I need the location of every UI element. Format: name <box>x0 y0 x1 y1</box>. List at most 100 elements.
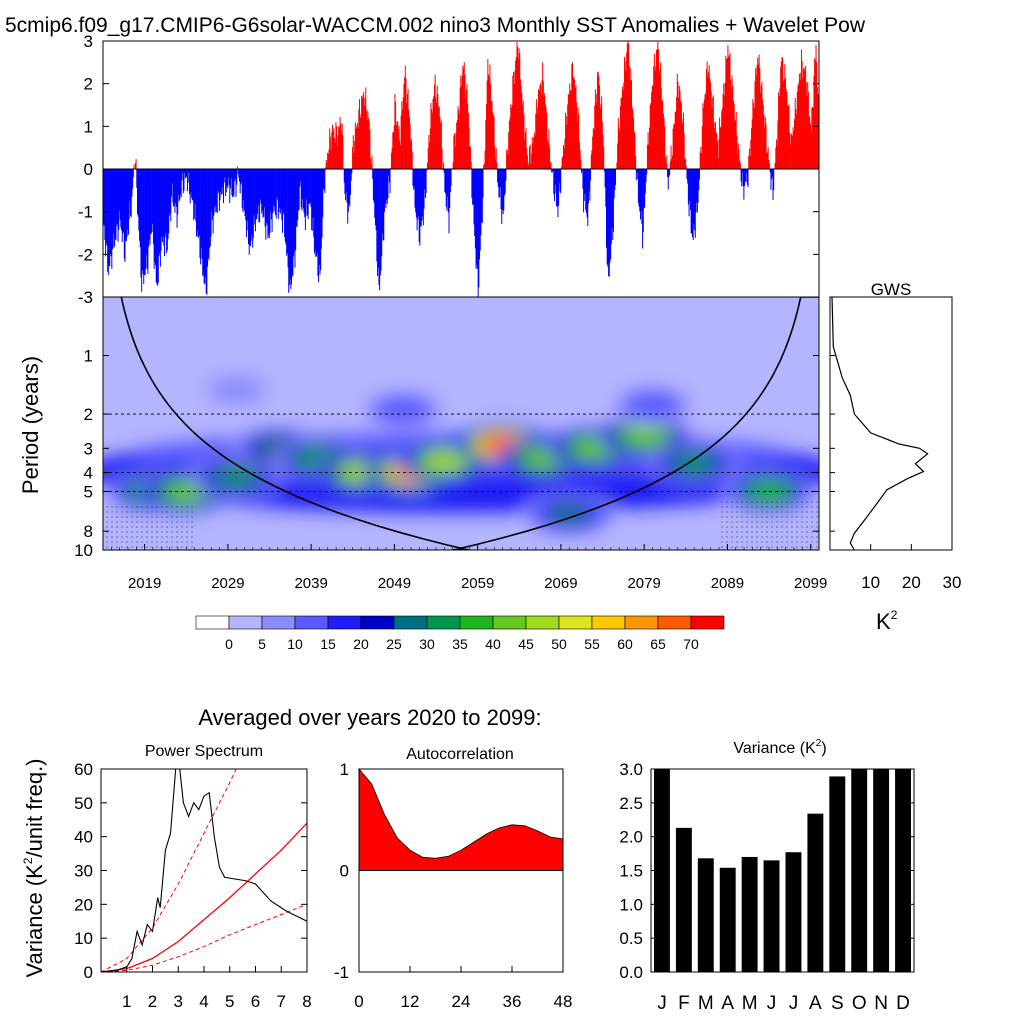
anomaly-bar <box>301 169 303 211</box>
anomaly-bar <box>406 93 408 169</box>
year-tick-label: 2029 <box>211 575 244 592</box>
anomaly-bar <box>583 169 585 201</box>
anomaly-bar <box>300 169 302 208</box>
anomaly-bar <box>119 169 121 220</box>
gws-panel: GWS 10 20 30 K2 <box>829 280 961 634</box>
anomaly-bar <box>586 169 588 218</box>
anomaly-bar <box>551 169 553 173</box>
anomaly-bar <box>558 169 560 183</box>
anomaly-bar <box>306 169 308 216</box>
anomaly-bar <box>137 169 139 217</box>
anomaly-bar <box>717 158 719 169</box>
anomaly-bar <box>658 73 660 169</box>
anomaly-bar <box>584 169 586 194</box>
anomaly-bar <box>400 115 402 169</box>
anomaly-bar <box>787 105 789 169</box>
anomaly-bar <box>379 169 381 276</box>
anomaly-bar <box>201 169 203 259</box>
anomaly-bar <box>596 93 598 169</box>
anomaly-bar <box>490 100 492 169</box>
variance-bar <box>719 867 736 972</box>
anomaly-bar <box>214 169 216 213</box>
anomaly-bar <box>690 169 692 234</box>
anomaly-bar <box>463 68 465 169</box>
anomaly-bar <box>251 169 253 235</box>
anomaly-bar <box>412 169 414 186</box>
colorbar-label: 60 <box>617 636 633 652</box>
anomaly-bar <box>233 169 235 198</box>
anomaly-bar <box>485 104 487 169</box>
subtitle: Averaged over years 2020 to 2099: <box>198 705 541 730</box>
anomaly-bar <box>131 169 133 197</box>
colorbar-swatch <box>459 615 494 630</box>
anomaly-bar <box>421 169 423 221</box>
anomaly-bar <box>440 120 442 169</box>
anomaly-bar <box>589 169 591 201</box>
anomaly-bar <box>375 169 377 231</box>
anomaly-bar <box>165 169 167 234</box>
ps-x-tick-label: 5 <box>225 992 234 1011</box>
anomaly-bar <box>475 169 477 269</box>
anomaly-bar <box>683 133 685 169</box>
power-spectrum-line <box>101 769 307 972</box>
anomaly-bar <box>491 100 493 169</box>
anomaly-bar <box>723 95 725 169</box>
anomaly-bar <box>238 169 240 178</box>
anomaly-bar <box>273 169 275 212</box>
anomaly-bar <box>168 169 170 234</box>
anomaly-bar <box>438 106 440 169</box>
anomaly-bar <box>367 111 369 169</box>
variance-bar <box>807 813 824 972</box>
anomaly-bar <box>526 155 528 169</box>
anomaly-panel: -3 -2 -1 0 1 2 3 <box>78 32 820 307</box>
ps-y-tick-label: 30 <box>74 862 93 881</box>
variance-bar <box>851 769 868 972</box>
ac-x-tick-label: 48 <box>554 992 573 1011</box>
anomaly-bar <box>526 148 528 169</box>
colorbar-label: 20 <box>353 636 369 652</box>
ps-ylabel-tail: /unit freq.) <box>22 758 47 857</box>
anomaly-bar <box>802 78 804 169</box>
anomaly-bar <box>305 169 307 217</box>
anomaly-bar <box>155 169 157 266</box>
anomaly-bar <box>121 169 123 231</box>
anomaly-bar <box>629 80 631 169</box>
anomaly-bar <box>263 169 265 208</box>
anomaly-bar <box>436 85 438 169</box>
anomaly-bar <box>427 148 429 169</box>
anomaly-bar <box>775 139 777 169</box>
gws-line <box>831 296 929 551</box>
anomaly-bar <box>667 169 669 178</box>
anomaly-bar <box>385 169 387 208</box>
anomaly-bar <box>442 162 444 169</box>
anomaly-bar <box>402 97 404 169</box>
anomaly-bar <box>445 169 447 194</box>
anomaly-bar <box>383 169 385 212</box>
anomaly-bar <box>315 169 317 257</box>
anomaly-bar <box>763 114 765 169</box>
anomaly-bar <box>577 107 579 169</box>
anomaly-bar <box>730 88 732 169</box>
anomaly-bar <box>726 58 728 169</box>
anomaly-bar <box>588 169 590 192</box>
anomaly-bar <box>565 112 567 169</box>
anomaly-bar <box>492 112 494 169</box>
anomaly-bar <box>467 113 469 169</box>
anomaly-bar <box>433 95 435 169</box>
anomaly-bar <box>398 125 400 169</box>
anomaly-bar <box>242 169 244 213</box>
anomaly-bar <box>610 169 612 245</box>
anomaly-bar <box>143 169 145 285</box>
colorbar-swatch <box>690 615 725 630</box>
anomaly-bar <box>595 102 597 169</box>
var-y-tick-label: 1.0 <box>619 895 643 914</box>
anomaly-bar <box>673 124 675 169</box>
anomaly-bar <box>718 139 720 169</box>
anomaly-bar <box>335 122 337 169</box>
anomaly-bar <box>443 169 445 173</box>
anomaly-bar <box>800 72 802 169</box>
anomaly-bar <box>642 169 644 233</box>
anomaly-bar <box>585 169 587 213</box>
ps-y-tick-label: 10 <box>74 929 93 948</box>
